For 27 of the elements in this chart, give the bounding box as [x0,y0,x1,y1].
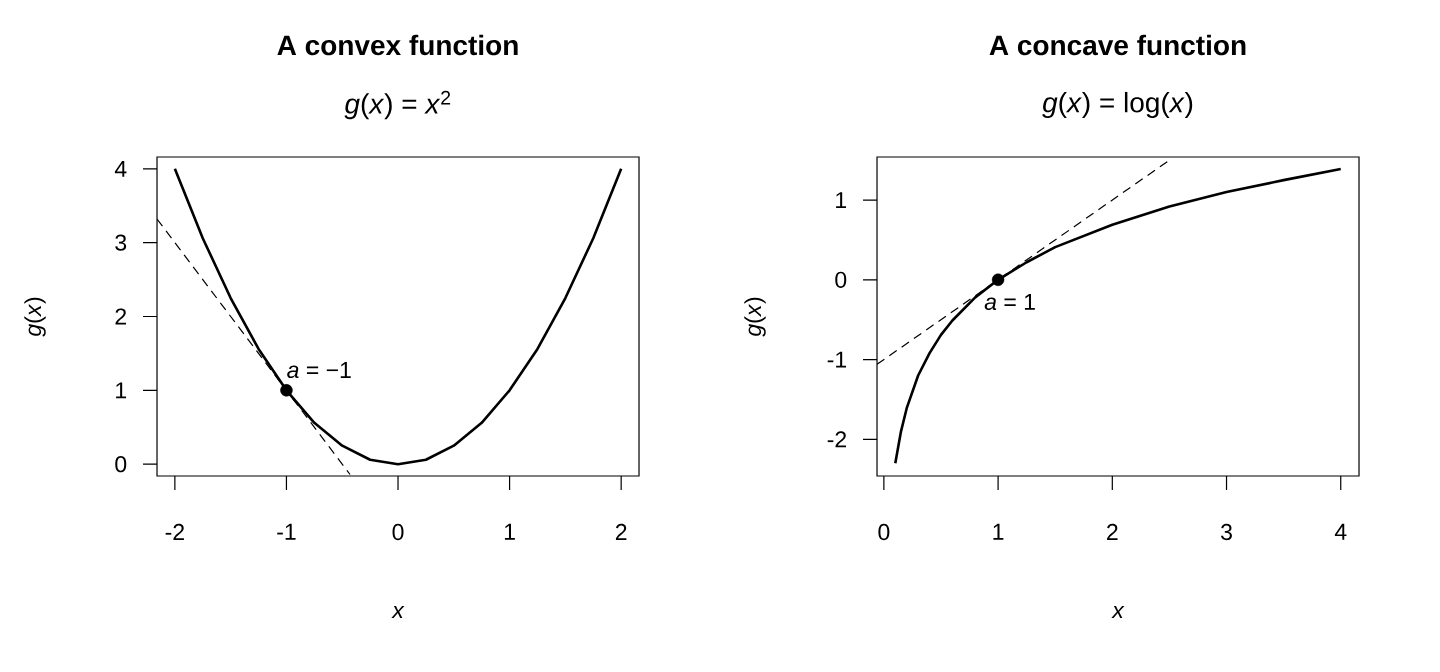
chart-subtitle: g(x) = log(x) [1042,91,1193,119]
chart-title: A convex function [277,34,518,56]
x-tick-label: 0 [878,523,890,541]
x-tick-label: 1 [993,523,1004,540]
chart-subtitle: g(x) = x$^{2}$ [344,90,451,120]
x-tick-label: 2 [615,523,627,540]
y-tick-label: -1 [827,351,847,368]
annotation: a = −1 [287,362,351,379]
chart-title: A concave function [989,34,1246,56]
y-tick-label: -2 [827,431,846,448]
x-tick-label: -2 [165,523,184,540]
x-axis-title: x [391,605,405,619]
y-tick-label: 0 [835,271,847,288]
y-tick-label: 4 [114,160,127,177]
x-tick-label: 3 [1221,523,1232,541]
annotation: a = 1 [984,294,1035,311]
y-tick-label: 3 [115,234,127,251]
y-tick-label: 1 [116,382,127,399]
x-tick-label: 2 [1107,523,1118,540]
y-tick-label: 2 [115,308,126,325]
x-tick-label: 0 [392,523,404,541]
y-tick-label: 0 [115,456,127,473]
x-tick-label: -1 [277,523,296,540]
x-axis-title: x [1111,605,1125,619]
y-tick-label: 1 [836,192,847,208]
x-tick-label: 4 [1334,523,1347,540]
x-tick-label: 1 [504,523,515,540]
